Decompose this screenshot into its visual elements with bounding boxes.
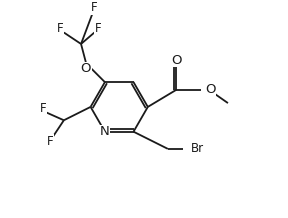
Text: F: F (95, 22, 102, 35)
Text: O: O (171, 54, 182, 67)
Text: F: F (39, 102, 46, 115)
Text: O: O (205, 83, 215, 96)
Text: Br: Br (191, 142, 204, 155)
Text: O: O (81, 62, 91, 75)
Text: F: F (57, 22, 63, 35)
Text: N: N (100, 125, 110, 138)
Text: F: F (47, 135, 54, 148)
Text: F: F (91, 1, 98, 14)
